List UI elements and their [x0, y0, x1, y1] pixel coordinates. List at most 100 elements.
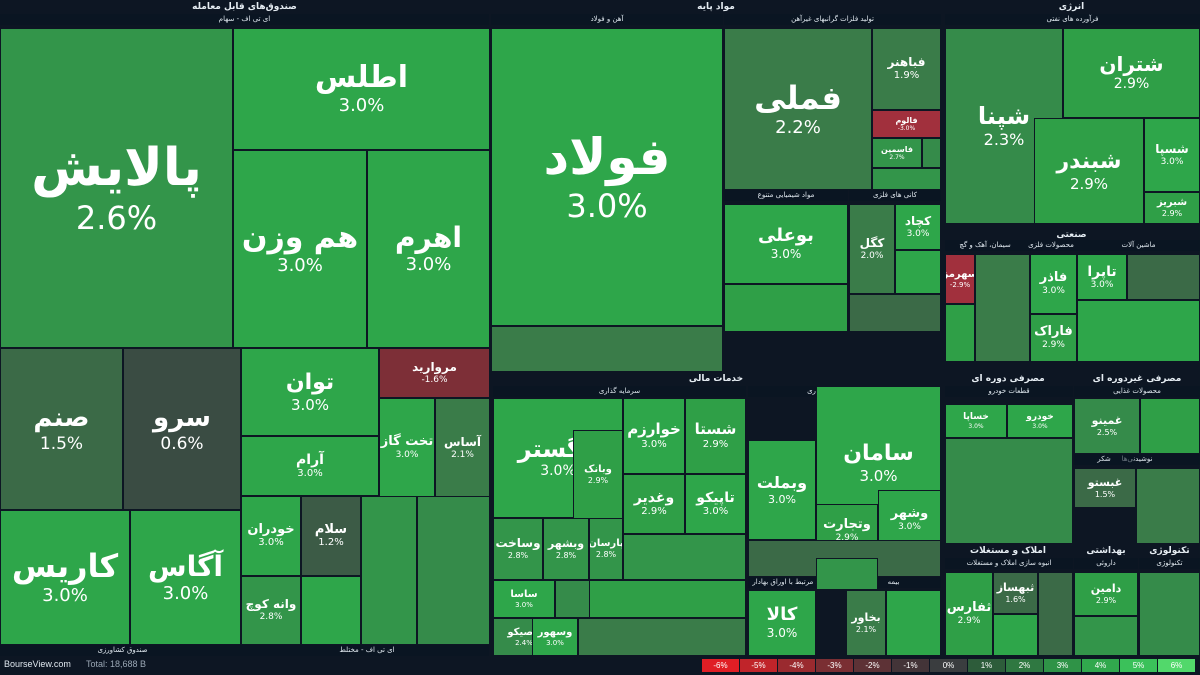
tile-39[interactable]: وساخت 2.8% — [493, 518, 543, 580]
tile-1[interactable]: اطلس 3.0% — [233, 28, 490, 150]
minor-tile[interactable] — [1136, 468, 1200, 544]
minor-tile[interactable] — [849, 294, 941, 332]
minor-tile[interactable] — [1140, 398, 1200, 454]
tile-42[interactable]: ساسا 3.0% — [493, 580, 555, 618]
industry-title[interactable]: تولید فلزات گرانبهای غیرآهن — [724, 14, 941, 25]
sector-title[interactable]: تکنولوژی — [1149, 546, 1190, 556]
industry-title[interactable]: بیمه — [846, 577, 941, 588]
minor-tile[interactable] — [301, 576, 361, 645]
industry-title[interactable]: فرآورده های نفتی — [945, 14, 1200, 25]
tile-56[interactable]: ثبهساز 1.6% — [993, 572, 1038, 614]
tile-15[interactable]: وانه کوچ 2.8% — [241, 576, 301, 645]
industry-title[interactable]: سرمایه گذاری — [493, 386, 746, 397]
tile-2[interactable]: هم وزن 3.0% — [233, 150, 367, 348]
tile-17[interactable]: فملی 2.2% — [724, 28, 872, 190]
tile-46[interactable]: وبملت 3.0% — [748, 440, 816, 540]
minor-tile[interactable] — [1077, 300, 1200, 362]
minor-tile[interactable] — [623, 534, 746, 580]
sector-title[interactable]: مصرفی دوره ای — [971, 374, 1045, 384]
tile-31[interactable]: فاراک 2.9% — [1030, 314, 1077, 362]
sector-title[interactable]: املاک و مستغلات — [970, 546, 1046, 556]
minor-tile[interactable] — [945, 304, 975, 362]
tile-44[interactable]: وسهور 3.0% — [532, 618, 578, 656]
tile-14[interactable]: آگاس 3.0% — [130, 510, 241, 645]
industry-title[interactable]: مواد شیمیایی متنوع — [724, 190, 848, 201]
tile-38[interactable]: تاپیکو 3.0% — [685, 474, 746, 534]
tile-6[interactable]: توان 3.0% — [241, 348, 379, 436]
tile-32[interactable]: تاپرا 3.0% — [1077, 254, 1127, 300]
tile-57[interactable]: دامین 2.9% — [1074, 572, 1138, 616]
sector-title[interactable]: خدمات مالی — [688, 374, 744, 384]
tile-9[interactable]: تخت گاز 3.0% — [379, 398, 435, 498]
tile-50[interactable]: بخاور 2.1% — [846, 590, 886, 656]
tile-11[interactable]: خودران 3.0% — [241, 496, 301, 576]
tile-12[interactable]: سلام 1.2% — [301, 496, 361, 576]
industry-title[interactable]: تکنولوژی — [1139, 558, 1200, 569]
tile-19[interactable]: فالوم -3.0% — [872, 110, 941, 138]
tile-27[interactable]: شسپا 3.0% — [1144, 118, 1200, 192]
minor-tile[interactable] — [1074, 616, 1138, 656]
minor-tile[interactable] — [922, 138, 941, 168]
minor-tile[interactable] — [417, 496, 490, 645]
industry-title[interactable]: آهن و فولاد — [491, 14, 723, 25]
minor-tile[interactable] — [1127, 254, 1200, 300]
minor-tile[interactable] — [872, 168, 941, 190]
tile-22[interactable]: کگل 2.0% — [849, 204, 895, 294]
sector-title[interactable]: انرژی — [1058, 2, 1085, 12]
tile-21[interactable]: بوعلی 3.0% — [724, 204, 848, 284]
industry-title[interactable]: قطعات خودرو — [945, 386, 1073, 397]
industry-title[interactable]: انبوه سازی املاک و مستغلات — [945, 558, 1073, 569]
sector-title[interactable]: صندوق‌های قابل معامله — [192, 2, 297, 12]
industry-title[interactable]: سیمان، آهک و گچ — [945, 240, 1025, 251]
tile-34[interactable]: خوارزم 3.0% — [623, 398, 685, 474]
tile-0[interactable]: پالایش 2.6% — [0, 28, 233, 348]
tile-52[interactable]: خودرو 3.0% — [1007, 404, 1073, 438]
minor-tile[interactable] — [724, 284, 848, 332]
tile-35[interactable]: شستا 2.9% — [685, 398, 746, 474]
tile-24[interactable]: شتران 2.9% — [1063, 28, 1200, 118]
tile-16[interactable]: فولاد 3.0% — [491, 28, 723, 326]
minor-tile[interactable] — [816, 558, 878, 590]
tile-13[interactable]: کاریس 3.0% — [0, 510, 130, 645]
sector-title[interactable]: بهداشتی — [1086, 546, 1126, 556]
industry-title[interactable]: فعالیتهای مرتبط با اوراق بهادار — [748, 577, 846, 588]
tile-8[interactable]: آرام 3.0% — [241, 436, 379, 496]
minor-tile[interactable] — [975, 254, 1030, 362]
industry-title[interactable]: کانی های فلزی — [849, 190, 941, 201]
minor-tile[interactable] — [886, 590, 941, 656]
tile-36[interactable]: وبانک 2.9% — [573, 430, 623, 520]
sector-title[interactable]: مواد پایه — [697, 2, 735, 12]
tile-55[interactable]: ثفارس 2.9% — [945, 572, 993, 656]
industry-title[interactable]: شکر — [1074, 454, 1134, 465]
tile-7[interactable]: مروارید -1.6% — [379, 348, 490, 398]
tile-28[interactable]: شبریز 2.9% — [1144, 192, 1200, 224]
sector-title[interactable]: مصرفی غیردوره ای — [1092, 374, 1182, 384]
tile-20[interactable]: فاسمین 2.7% — [872, 138, 922, 168]
industry-title[interactable]: داروئی — [1074, 558, 1138, 569]
tile-5[interactable]: سرو 0.6% — [123, 348, 241, 510]
tile-3[interactable]: اهرم 3.0% — [367, 150, 490, 348]
tile-30[interactable]: فاذر 3.0% — [1030, 254, 1077, 314]
tile-51[interactable]: خساپا 3.0% — [945, 404, 1007, 438]
minor-tile[interactable] — [578, 618, 746, 656]
tile-4[interactable]: صنم 1.5% — [0, 348, 123, 510]
tile-41[interactable]: پارسان 2.8% — [589, 518, 623, 580]
industry-title[interactable]: محصولات فلزی — [1025, 240, 1077, 251]
industry-title[interactable]: صندوق کشاورزی — [0, 645, 245, 656]
tile-23[interactable]: کچاد 3.0% — [895, 204, 941, 250]
minor-tile[interactable] — [589, 580, 746, 618]
tile-53[interactable]: غمینو 2.5% — [1074, 398, 1140, 454]
industry-title[interactable]: نوشیدنی‌ها — [1074, 454, 1200, 465]
tile-40[interactable]: وبشهر 2.8% — [543, 518, 589, 580]
minor-tile[interactable] — [491, 326, 723, 372]
industry-title[interactable]: ای تی اف - مختلط — [245, 645, 489, 656]
tile-26[interactable]: شبندر 2.9% — [1034, 118, 1144, 224]
minor-tile[interactable] — [993, 614, 1038, 656]
industry-title[interactable]: ای تی اف - سهام — [0, 14, 489, 25]
minor-tile[interactable] — [895, 250, 941, 294]
tile-29[interactable]: سهرمز-2.9% — [945, 254, 975, 304]
tile-37[interactable]: وغدیر 2.9% — [623, 474, 685, 534]
minor-tile[interactable] — [1139, 572, 1200, 656]
tile-10[interactable]: آساس 2.1% — [435, 398, 490, 498]
tile-54[interactable]: غبستو 1.5% — [1074, 468, 1136, 508]
